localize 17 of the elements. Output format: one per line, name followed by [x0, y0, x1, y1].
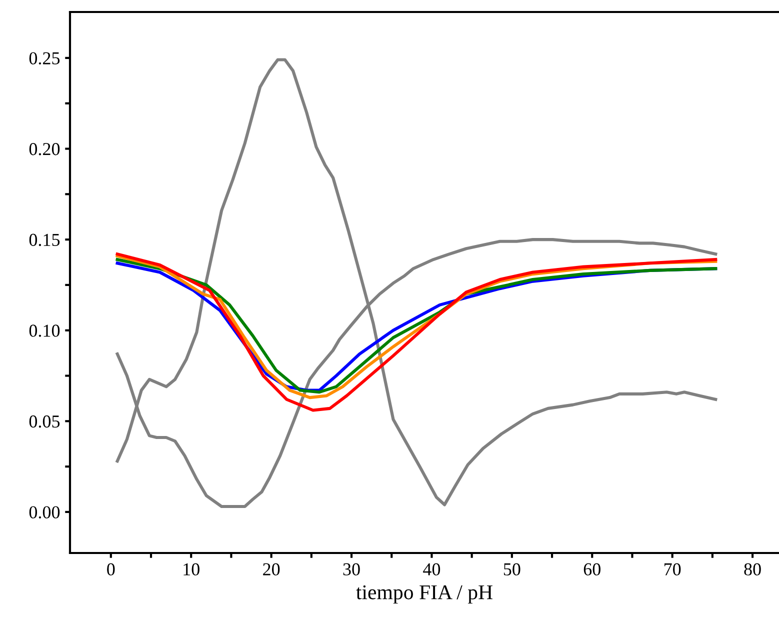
- x-axis-title: tiempo FIA / pH: [356, 585, 492, 604]
- y-tick-label: 0.05: [29, 415, 60, 428]
- line-series: [116, 58, 718, 506]
- x-tick-label: 60: [584, 563, 600, 576]
- y-tick-label: 0.00: [29, 506, 60, 518]
- x-tick-label: 0: [107, 563, 115, 576]
- x-tick-label: 80: [744, 563, 761, 576]
- y-tick-label: 0.10: [29, 324, 60, 337]
- x-tick-label: 10: [184, 563, 200, 576]
- x-tick-label: 20: [263, 563, 280, 576]
- x-tick-label: 30: [343, 563, 360, 576]
- y-tick-label: 0.25: [29, 52, 60, 64]
- x-tick-label: 50: [504, 563, 520, 576]
- x-tick-label: 40: [423, 563, 440, 576]
- y-tick-label: 0.15: [29, 234, 60, 246]
- y-tick-label: 0.20: [29, 143, 60, 156]
- x-tick-label: 70: [664, 563, 681, 576]
